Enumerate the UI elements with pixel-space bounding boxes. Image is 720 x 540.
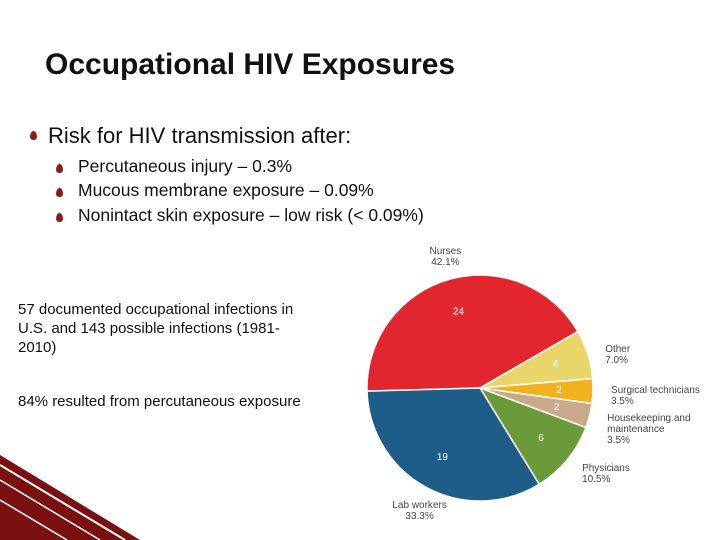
slice-label: Nurses 42.1% <box>390 246 500 268</box>
slice-label: Housekeeping and maintenance 3.5% <box>607 413 717 446</box>
slice-value: 2 <box>554 402 560 413</box>
sub-bullet: Percutaneous injury – 0.3% <box>78 156 293 176</box>
category-name: Physicians <box>582 462 630 474</box>
slice-label: Other 7.0% <box>605 344 715 366</box>
bullet-icon <box>56 164 63 173</box>
slice-label: Surgical technicians 3.5% <box>611 385 720 407</box>
slice-label: Lab workers 33.3% <box>365 500 475 522</box>
category-name: Surgical technicians <box>610 385 700 397</box>
slice-value: 24 <box>453 307 465 318</box>
bullet: Risk for HIV transmission after: <box>48 123 352 148</box>
pie-slice <box>366 274 579 392</box>
percent-label: 10.5% <box>582 473 611 485</box>
slice-label: Physicians 10.5% <box>582 463 692 485</box>
category-name: Housekeeping and maintenance <box>607 413 691 436</box>
category-name: Lab workers <box>392 499 447 511</box>
title: Occupational HIV Exposures <box>45 48 456 81</box>
bullet-icon <box>30 131 37 140</box>
corner-stripes <box>0 455 140 540</box>
slice-value: 6 <box>538 433 544 444</box>
sub-bullet: Mucous membrane exposure – 0.09% <box>78 180 374 200</box>
note: 84% resulted from percutaneous exposure <box>18 393 301 410</box>
pie-slice <box>478 386 587 486</box>
bullet-icon <box>56 188 63 197</box>
percent-label: 7.0% <box>605 355 628 367</box>
category-name: Nurses <box>429 245 462 257</box>
slice-value: 19 <box>437 452 449 463</box>
slice-value: 4 <box>553 359 559 370</box>
percent-label: 3.5% <box>610 396 634 408</box>
bullet-icon <box>56 213 63 222</box>
pie-slice <box>366 387 541 502</box>
note: 57 documented occupational infections in… <box>18 301 294 356</box>
slice-value: 2 <box>556 385 562 396</box>
sub-bullet: Nonintact skin exposure – low risk (< 0.… <box>78 205 424 225</box>
percent-label: 3.5% <box>607 435 630 447</box>
percent-label: 42.1% <box>431 256 460 268</box>
category-name: Other <box>605 344 631 356</box>
percent-label: 33.3% <box>405 510 434 522</box>
